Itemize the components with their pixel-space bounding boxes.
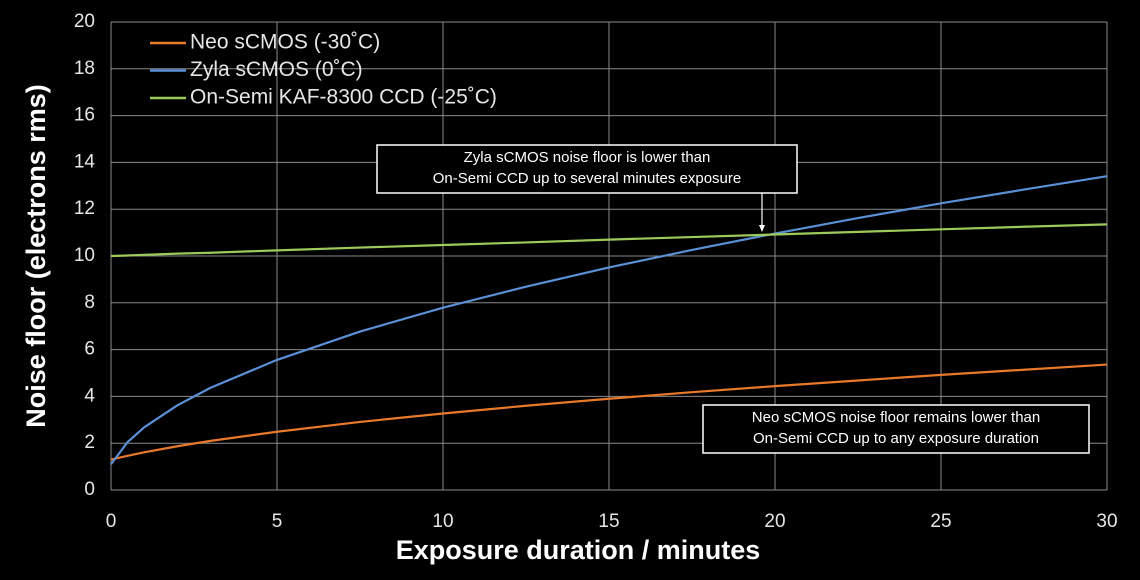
x-tick-label: 30 (1096, 511, 1117, 532)
x-tick-label: 0 (106, 511, 117, 532)
x-tick-label: 20 (764, 511, 785, 532)
legend-label: Zyla sCMOS (0˚C) (190, 58, 363, 81)
y-tick-label: 2 (84, 432, 95, 453)
y-tick-label: 18 (74, 58, 95, 79)
x-tick-label: 5 (272, 511, 283, 532)
x-tick-label: 10 (432, 511, 453, 532)
y-tick-label: 6 (84, 339, 95, 360)
series-line (110, 175, 1108, 465)
legend-label: On-Semi KAF-8300 CCD (-25˚C) (190, 86, 497, 109)
y-tick-label: 0 (84, 479, 95, 500)
y-axis-title: Noise floor (electrons rms) (21, 84, 51, 428)
y-tick-label: 14 (74, 151, 96, 172)
annotation-text: On-Semi CCD up to any exposure duration (753, 430, 1039, 447)
x-axis-title: Exposure duration / minutes (396, 535, 761, 565)
y-tick-label: 16 (74, 105, 95, 126)
annotation-box (376, 144, 798, 194)
x-tick-label: 25 (930, 511, 951, 532)
x-tick-label: 15 (598, 511, 619, 532)
series-line (110, 363, 1108, 461)
legend-label: Neo sCMOS (-30˚C) (190, 31, 380, 54)
y-tick-label: 8 (84, 292, 95, 313)
series-line (110, 223, 1108, 258)
y-tick-label: 10 (74, 245, 95, 266)
annotation-text: Neo sCMOS noise floor remains lower than (752, 409, 1040, 426)
y-tick-label: 12 (74, 198, 95, 219)
annotation-arrowhead (759, 225, 765, 232)
y-tick-label: 4 (84, 385, 95, 406)
annotation-text: Zyla sCMOS noise floor is lower than (464, 149, 711, 166)
y-tick-label: 20 (74, 11, 95, 32)
annotation-text: On-Semi CCD up to several minutes exposu… (433, 170, 741, 187)
annotation-box (702, 404, 1090, 454)
